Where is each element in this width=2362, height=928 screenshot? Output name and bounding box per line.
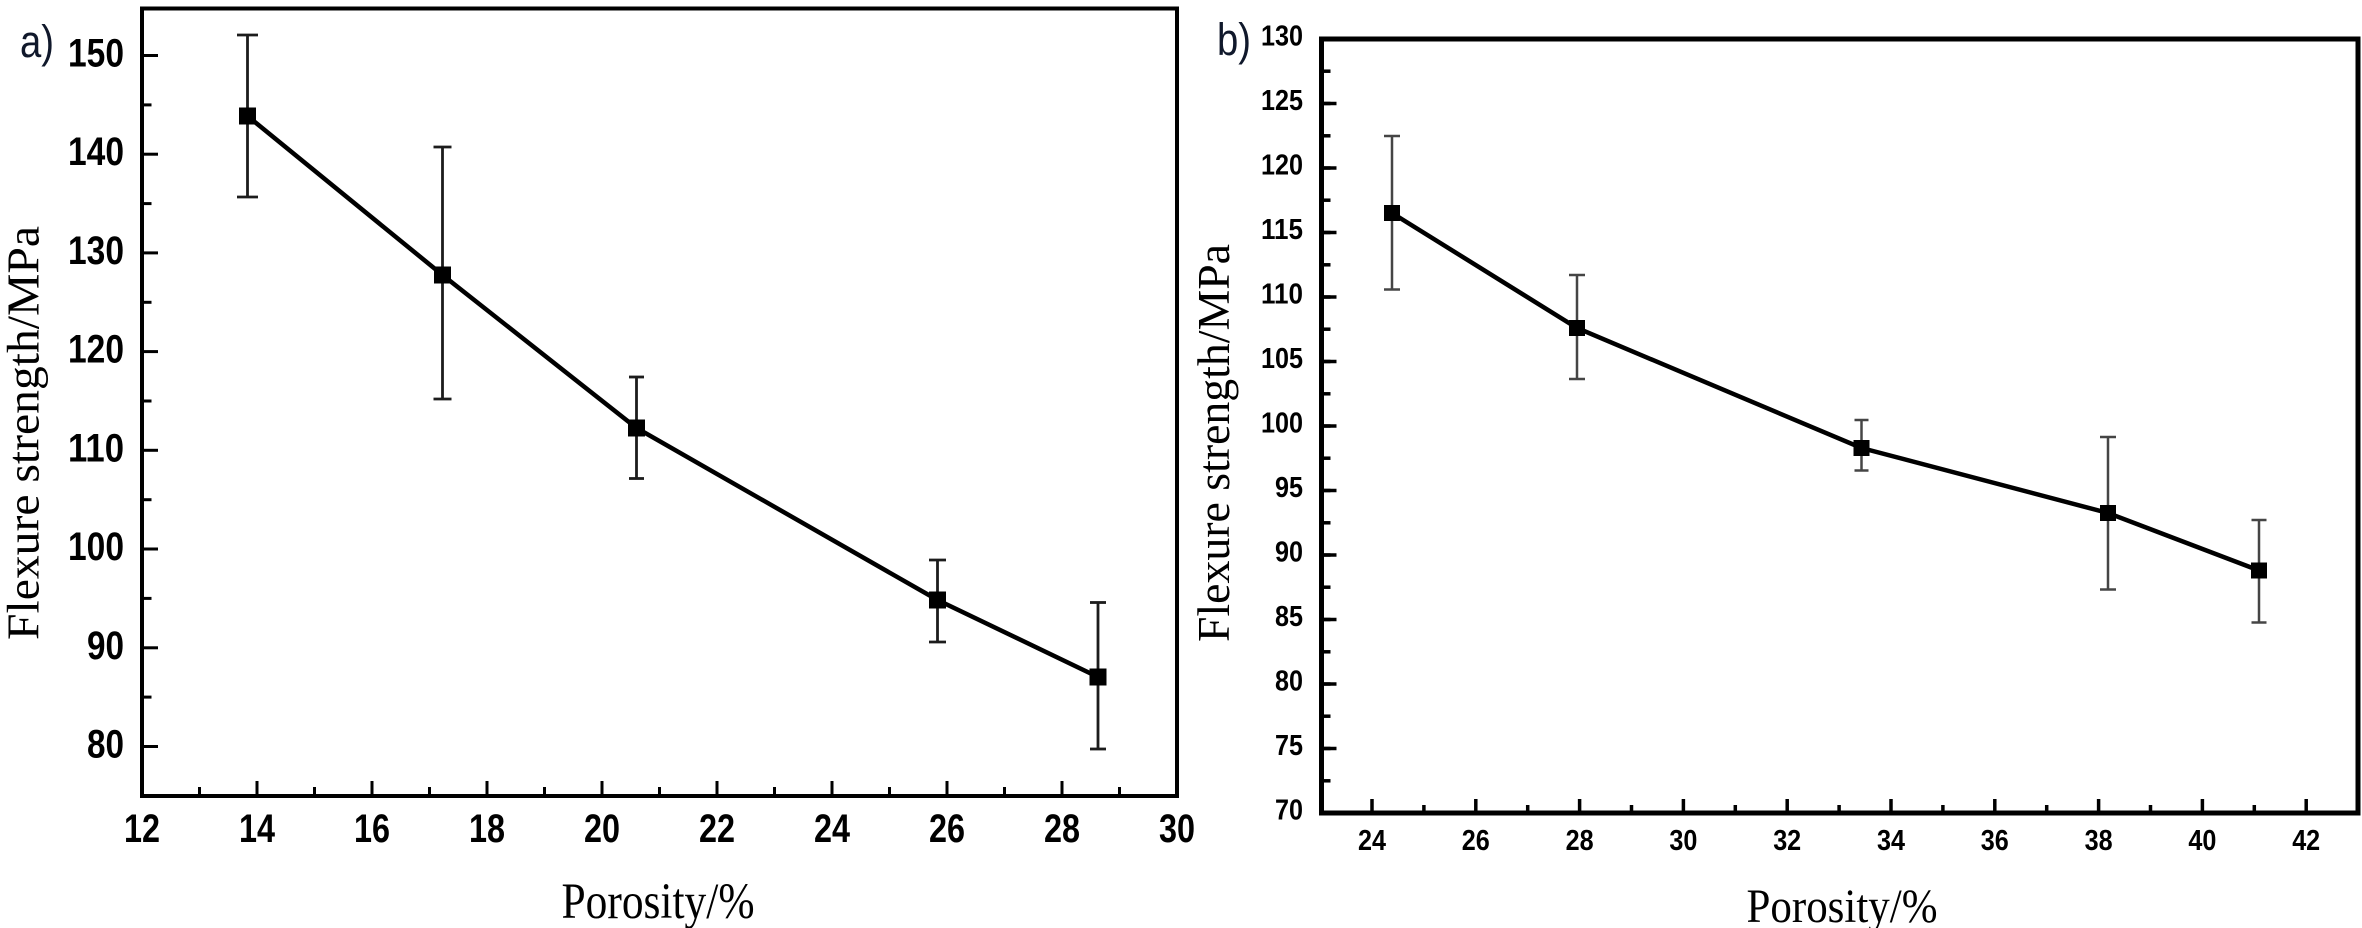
svg-text:85: 85 <box>1275 601 1303 633</box>
svg-text:130: 130 <box>68 229 124 273</box>
svg-text:18: 18 <box>469 807 505 851</box>
svg-text:32: 32 <box>1773 825 1801 857</box>
svg-text:a): a) <box>20 16 54 67</box>
svg-text:75: 75 <box>1275 730 1303 762</box>
svg-text:Flexure strength/MPa: Flexure strength/MPa <box>0 226 49 640</box>
svg-text:Porosity/%: Porosity/% <box>562 874 755 928</box>
svg-text:30: 30 <box>1159 807 1195 851</box>
svg-text:Porosity/%: Porosity/% <box>1747 880 1938 928</box>
svg-text:36: 36 <box>1981 825 2009 857</box>
svg-text:95: 95 <box>1275 472 1303 504</box>
svg-text:90: 90 <box>1275 537 1303 569</box>
svg-text:80: 80 <box>87 723 124 767</box>
svg-text:105: 105 <box>1261 343 1303 375</box>
svg-text:16: 16 <box>354 807 390 851</box>
svg-text:22: 22 <box>699 807 735 851</box>
svg-text:28: 28 <box>1566 825 1594 857</box>
svg-text:40: 40 <box>2188 825 2216 857</box>
svg-text:20: 20 <box>584 807 620 851</box>
svg-text:30: 30 <box>1669 825 1697 857</box>
svg-text:Flexure strength/MPa: Flexure strength/MPa <box>1189 244 1239 642</box>
svg-text:140: 140 <box>68 130 124 174</box>
svg-text:28: 28 <box>1044 807 1080 851</box>
svg-text:42: 42 <box>2292 825 2320 857</box>
svg-text:b): b) <box>1217 14 1251 65</box>
svg-text:120: 120 <box>68 328 124 372</box>
svg-text:130: 130 <box>1261 21 1303 53</box>
svg-text:90: 90 <box>87 624 124 668</box>
svg-text:115: 115 <box>1261 214 1303 246</box>
svg-text:120: 120 <box>1261 150 1303 182</box>
svg-text:110: 110 <box>1261 279 1303 311</box>
svg-text:38: 38 <box>2085 825 2113 857</box>
svg-text:125: 125 <box>1261 85 1303 117</box>
svg-text:26: 26 <box>929 807 965 851</box>
svg-text:34: 34 <box>1877 825 1905 857</box>
svg-text:80: 80 <box>1275 666 1303 698</box>
svg-text:24: 24 <box>1358 825 1386 857</box>
svg-text:70: 70 <box>1275 795 1303 827</box>
svg-text:12: 12 <box>124 807 160 851</box>
svg-text:24: 24 <box>814 807 851 851</box>
svg-text:26: 26 <box>1462 825 1490 857</box>
svg-text:110: 110 <box>68 426 124 470</box>
svg-text:100: 100 <box>1261 408 1303 440</box>
svg-text:14: 14 <box>239 807 276 851</box>
svg-text:150: 150 <box>68 32 124 76</box>
svg-text:100: 100 <box>68 525 124 569</box>
